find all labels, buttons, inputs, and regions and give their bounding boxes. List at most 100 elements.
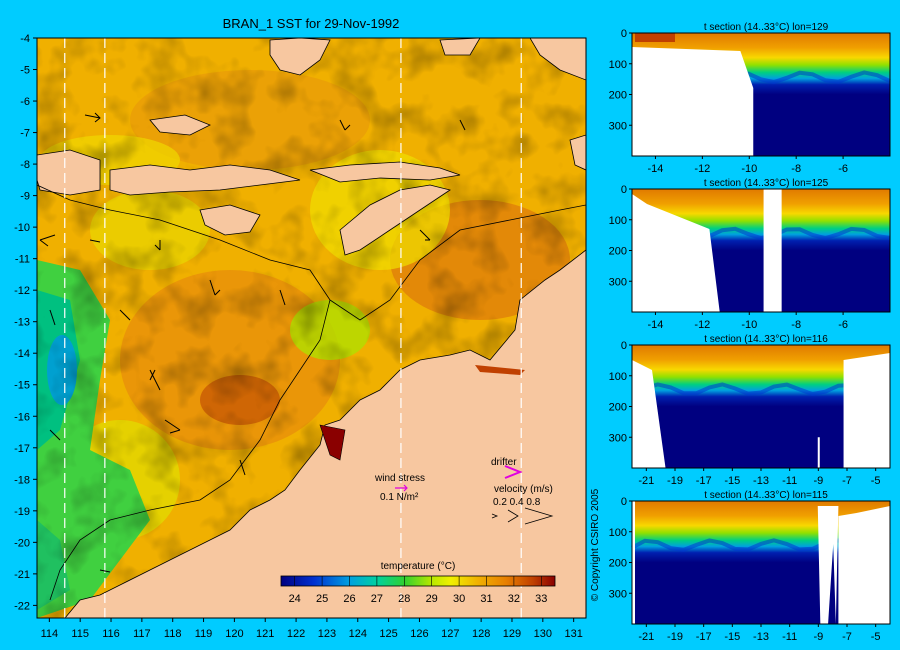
colorbar-tick-label: 33 <box>535 593 547 605</box>
section-x-tick-label: -8 <box>791 319 801 331</box>
section-y-tick-label: 200 <box>609 246 627 258</box>
map-x-tick-label: 125 <box>379 628 397 640</box>
section-title: t section (14..33°C) lon=116 <box>704 334 828 345</box>
section-title: t section (14..33°C) lon=125 <box>704 178 829 189</box>
section-title: t section (14..33°C) lon=115 <box>704 490 828 501</box>
section-y-tick-label: 100 <box>609 527 627 539</box>
section-x-tick-label: -6 <box>838 319 848 331</box>
map-x-tick-label: 131 <box>564 628 582 640</box>
copyright: © Copyright CSIRO 2005 <box>590 488 601 601</box>
map-x-tick-label: 130 <box>534 628 552 640</box>
colorbar-ticks: 24 25 26 27 28 29 30 31 32 33 <box>289 576 547 605</box>
section-y-tick-label: 200 <box>609 90 627 102</box>
map-x-tick-label: 120 <box>225 628 243 640</box>
section-x-tick-label: -7 <box>842 475 852 487</box>
section-y-tick-label: 300 <box>609 588 627 600</box>
section-lines <box>64 38 522 618</box>
map-y-tick-label: -9 <box>20 191 30 203</box>
section-x-tick-label: -19 <box>667 631 683 643</box>
section-x-tick-label: -5 <box>871 631 881 643</box>
colorbar-tick-label: 31 <box>480 593 492 605</box>
map-y-axis: -4 -5 -6 -7 -8 -9 -10 -11 -12 -13 -14 -15 -16 -17 -18 -… <box>14 33 37 612</box>
colorbar <box>280 575 556 587</box>
section-x-tick-label: -15 <box>724 631 740 643</box>
map-x-axis: 114 115 116 117 118 119 120 121 122 123 124 125 126 1… <box>41 618 583 640</box>
map-x-tick-label: 117 <box>133 628 151 640</box>
section-x-tick-label: -10 <box>741 319 757 331</box>
map-x-tick-label: 124 <box>349 628 367 640</box>
map-x-tick-label: 114 <box>41 628 59 640</box>
section-y-tick-label: 0 <box>621 496 627 508</box>
map-y-tick-label: -4 <box>20 33 30 45</box>
map-x-tick-label: 116 <box>102 628 120 640</box>
colorbar-tick-label: 28 <box>398 593 410 605</box>
map-y-tick-label: -11 <box>15 254 30 266</box>
section-y-tick-label: 300 <box>609 432 627 444</box>
map-y-tick-label: -19 <box>14 506 30 518</box>
colorbar-tick-label: 32 <box>508 593 520 605</box>
colorbar-tick-label: 27 <box>371 593 383 605</box>
section-x-tick-label: -6 <box>838 163 848 175</box>
map-y-tick-label: -8 <box>20 159 30 171</box>
colorbar-tick-label: 30 <box>453 593 465 605</box>
section-x-tick-label: -12 <box>694 319 710 331</box>
velocity-scale-arrows <box>491 507 554 525</box>
section-x-tick-label: -11 <box>782 631 797 643</box>
map-y-tick-label: -7 <box>20 128 30 140</box>
map-x-tick-label: 129 <box>503 628 521 640</box>
section-title: t section (14..33°C) lon=129 <box>704 22 829 33</box>
velocity-values: 0.2 0.4 0.8 <box>493 497 541 508</box>
section-x-tick-label: -7 <box>842 631 852 643</box>
section-x-tick-label: -17 <box>696 475 712 487</box>
map-x-tick-label: 126 <box>410 628 428 640</box>
colorbar-tick-label: 26 <box>343 593 355 605</box>
section-y-tick-label: 300 <box>609 276 627 288</box>
section-y-tick-label: 300 <box>609 120 627 132</box>
map-y-tick-label: -12 <box>14 285 30 297</box>
section-x-tick-label: -19 <box>667 475 683 487</box>
section-x-tick-label: -15 <box>724 475 740 487</box>
section-y-tick-label: 200 <box>609 402 627 414</box>
section-x-tick-label: -17 <box>696 631 712 643</box>
wind-stress-arrow <box>395 484 408 492</box>
section-x-tick-label: -14 <box>648 319 664 331</box>
map-y-tick-label: -16 <box>14 411 30 423</box>
section-panel: t section (14..33°C) lon=116 0 100 200 300 -2… <box>609 334 891 487</box>
map-y-tick-label: -15 <box>14 380 30 392</box>
map-y-tick-label: -21 <box>14 569 30 581</box>
section-x-tick-label: -13 <box>753 475 769 487</box>
map-y-tick-label: -6 <box>20 96 30 108</box>
map-x-tick-label: 121 <box>256 628 274 640</box>
section-x-tick-label: -11 <box>782 475 797 487</box>
map-title: BRAN_1 SST for 29-Nov-1992 <box>223 16 400 31</box>
map-x-tick-label: 123 <box>318 628 336 640</box>
section-x-tick-label: -8 <box>791 163 801 175</box>
colorbar-tick-label: 25 <box>316 593 328 605</box>
section-panel: t section (14..33°C) lon=129 0 100 200 300 -1… <box>609 22 891 175</box>
map-x-tick-label: 122 <box>287 628 305 640</box>
map-y-tick-label: -13 <box>14 317 30 329</box>
map-x-tick-label: 128 <box>472 628 490 640</box>
section-y-tick-label: 0 <box>621 184 627 196</box>
colorbar-tick-label: 24 <box>289 593 301 605</box>
section-x-tick-label: -5 <box>871 475 881 487</box>
section-y-tick-label: 200 <box>609 558 627 570</box>
velocity-label: velocity (m/s) <box>494 484 553 495</box>
map-x-tick-label: 119 <box>195 628 213 640</box>
section-x-tick-label: -13 <box>753 631 769 643</box>
section-x-tick-label: -21 <box>638 631 654 643</box>
wind-stress-value: 0.1 N/m² <box>380 492 419 503</box>
sst-map-area: wind stress 0.1 N/m² drifter velocity (m… <box>37 38 586 618</box>
drifter-label: drifter <box>491 457 517 468</box>
section-y-tick-label: 0 <box>621 28 627 40</box>
section-x-tick-label: -21 <box>638 475 654 487</box>
drifter-icon <box>504 465 523 479</box>
map-y-tick-label: -20 <box>14 537 30 549</box>
map-x-tick-label: 118 <box>164 628 182 640</box>
colorbar-label: temperature (°C) <box>381 561 456 572</box>
section-x-tick-label: -9 <box>813 475 823 487</box>
section-y-tick-label: 100 <box>609 215 627 227</box>
map-y-tick-label: -14 <box>14 348 30 360</box>
section-x-tick-label: -9 <box>813 631 823 643</box>
